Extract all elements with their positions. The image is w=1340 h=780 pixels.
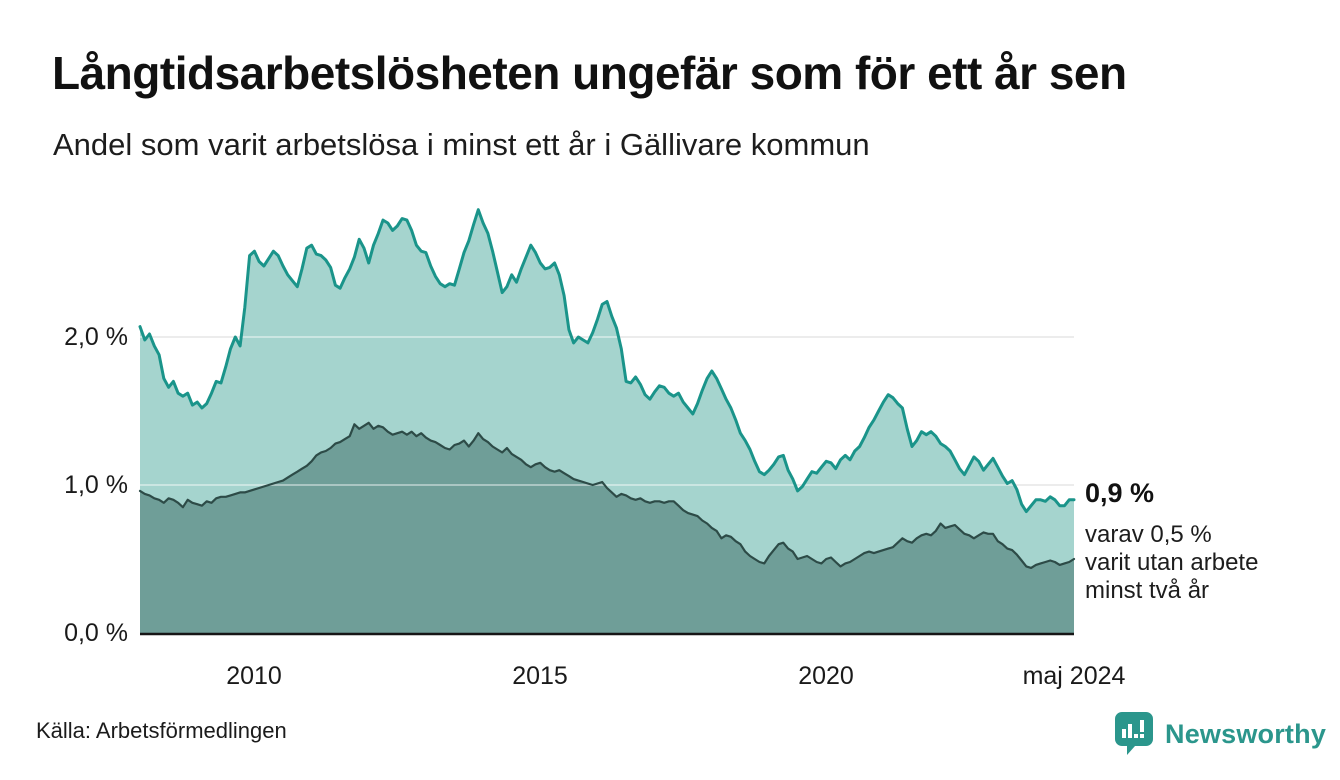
latest-value-sublabel: varav 0,5 % varit utan arbete minst två …: [1085, 521, 1258, 605]
newsworthy-logo-icon: [1115, 712, 1153, 755]
newsworthy-brand: Newsworthy: [1113, 710, 1326, 758]
page-title: Långtidsarbetslösheten ungefär som för e…: [52, 47, 1127, 99]
line-minst-tva-ar: [138, 421, 1076, 569]
y-tick-label: 0,0 %: [64, 619, 128, 647]
annotation-line: minst två år: [1085, 577, 1210, 604]
source-credit: Källa: Arbetsförmedlingen: [36, 718, 287, 743]
latest-value-label: 0,9 %: [1085, 478, 1155, 508]
line-minst-ett-ar: [138, 208, 1076, 514]
x-tick-label: 2015: [512, 662, 568, 690]
annotation-line: varit utan arbete: [1085, 549, 1259, 576]
annotation-line: varav 0,5 %: [1085, 521, 1212, 548]
x-tick-label: 2010: [226, 662, 282, 690]
x-tick-label: 2020: [798, 662, 854, 690]
y-tick-label: 1,0 %: [64, 471, 128, 499]
y-tick-label: 2,0 %: [64, 323, 128, 351]
x-tick-label: maj 2024: [1022, 662, 1126, 690]
chart-subtitle: Andel som varit arbetslösa i minst ett å…: [53, 127, 870, 162]
area-minst-tva-ar: [140, 422, 1074, 633]
brand-name: Newsworthy: [1165, 719, 1327, 749]
